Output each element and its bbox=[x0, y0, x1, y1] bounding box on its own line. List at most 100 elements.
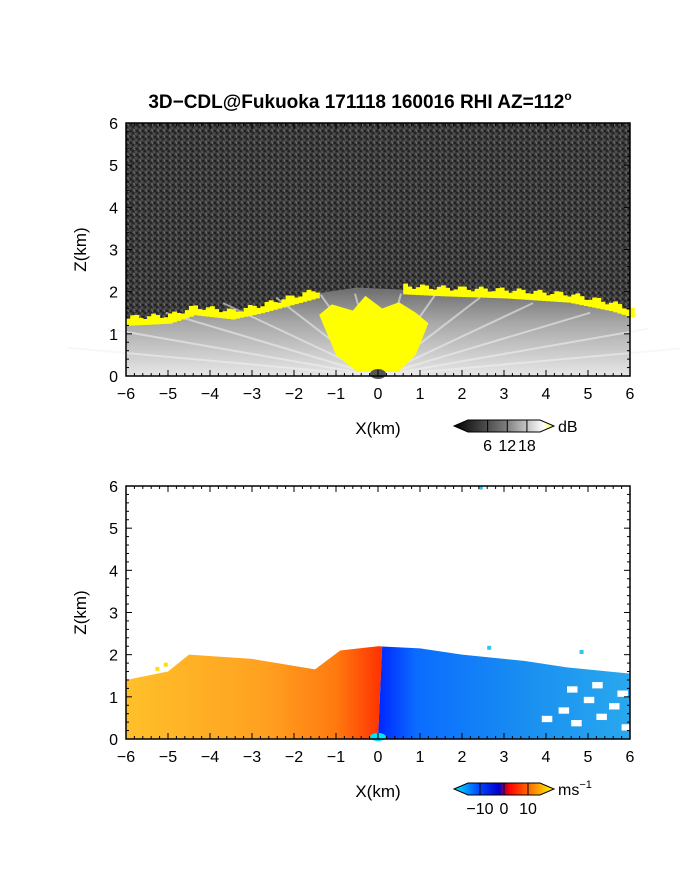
y-tick-label: 1 bbox=[109, 327, 118, 344]
cloud-base-saturation bbox=[159, 317, 165, 325]
reflectivity-colorbar-ticks: 6 12 18 bbox=[483, 420, 536, 455]
colorbar-tick-label: 12 bbox=[498, 438, 516, 455]
cloud-base-saturation bbox=[218, 312, 224, 319]
cloud-base-saturation bbox=[600, 301, 606, 310]
x-tick-label: 6 bbox=[626, 386, 635, 403]
velocity-colorbar-unit: ms−1 bbox=[558, 779, 592, 799]
cloud-base-saturation bbox=[483, 288, 488, 298]
cloud-base-saturation bbox=[554, 291, 560, 302]
cloud-base-saturation bbox=[575, 293, 581, 305]
cloud-base-saturation bbox=[163, 317, 169, 324]
cloud-base-saturation bbox=[428, 288, 434, 296]
x-tick-label: −1 bbox=[327, 386, 345, 403]
x-tick-label: −6 bbox=[117, 749, 135, 766]
x-tick-label: −5 bbox=[159, 749, 177, 766]
cloud-base-saturation bbox=[302, 292, 308, 302]
cloud-base-saturation bbox=[541, 292, 547, 301]
velocity-negative-region bbox=[378, 646, 630, 739]
y-tick-label: 2 bbox=[109, 648, 118, 665]
velocity-data-gap bbox=[571, 720, 582, 727]
y-tick-label: 5 bbox=[109, 521, 118, 538]
cloud-base-saturation bbox=[508, 292, 513, 299]
x-tick-label: 2 bbox=[458, 749, 467, 766]
y-tick-label: 4 bbox=[109, 563, 118, 580]
reflectivity-axes: −6 −5 −4 −3 −2 −1 0 1 2 3 4 5 6 0 1 2 3 4 5 6 bbox=[109, 116, 634, 403]
cloud-base-saturation bbox=[264, 301, 270, 313]
cloud-base-saturation bbox=[516, 288, 522, 300]
echo-streak bbox=[107, 327, 379, 377]
cloud-base-saturation bbox=[571, 294, 576, 304]
cloud-base-saturation bbox=[424, 285, 429, 296]
reflectivity-colorbar-scale bbox=[452, 419, 556, 433]
reflectivity-colorbar: dB 6 12 18 bbox=[452, 419, 578, 455]
x-tick-label: 3 bbox=[500, 386, 509, 403]
cloud-base-saturation bbox=[420, 284, 425, 296]
velocity-isolated-pixel bbox=[163, 662, 168, 667]
cloud-base-saturation bbox=[130, 315, 135, 326]
velocity-colorbar: ms−1 −10 0 10 bbox=[452, 779, 592, 818]
cloud-base-saturation bbox=[243, 307, 249, 317]
cloud-base-saturation bbox=[310, 291, 316, 300]
x-tick-label: −4 bbox=[201, 749, 219, 766]
cloud-base-saturation bbox=[294, 297, 299, 305]
echo-streak bbox=[377, 311, 591, 377]
cloud-base-saturation bbox=[134, 314, 140, 326]
cloud-base-saturation bbox=[289, 295, 295, 306]
x-tick-label: −1 bbox=[327, 749, 345, 766]
cloud-base-saturation bbox=[180, 313, 186, 320]
x-tick-label: −2 bbox=[285, 386, 303, 403]
cloud-base-saturation bbox=[550, 294, 555, 302]
cloud-base-saturation bbox=[474, 288, 480, 298]
cloud-base-saturation bbox=[222, 311, 228, 319]
cloud-base-saturation bbox=[184, 310, 190, 319]
cloud-base-saturation bbox=[592, 297, 597, 308]
cloud-base-saturation bbox=[197, 309, 203, 316]
cloud-base-saturation bbox=[609, 302, 614, 312]
cloud-base-saturation bbox=[487, 291, 492, 298]
velocity-positive-region bbox=[126, 646, 383, 739]
x-tick-label: −4 bbox=[201, 386, 219, 403]
cloud-base-saturation bbox=[466, 289, 471, 298]
x-tick-label: 3 bbox=[500, 749, 509, 766]
cloud-base-saturation bbox=[525, 293, 530, 300]
colorbar-tick-label: −10 bbox=[466, 801, 493, 818]
x-tick-label: 6 bbox=[626, 749, 635, 766]
cloud-base-saturation bbox=[247, 304, 253, 316]
cloud-base-saturation bbox=[252, 305, 257, 315]
cloud-base-saturation bbox=[462, 286, 467, 298]
cloud-base-saturation bbox=[281, 299, 287, 308]
cloud-base-saturation bbox=[436, 286, 442, 297]
cloud-base-saturation bbox=[449, 290, 455, 297]
cloud-base-saturation bbox=[168, 313, 173, 324]
reflectivity-saturated-regions bbox=[126, 283, 635, 379]
velocity-data-gap bbox=[558, 707, 570, 714]
cloud-base-saturation bbox=[142, 318, 148, 325]
cloud-base-saturation bbox=[432, 289, 438, 296]
cloud-base-saturation bbox=[273, 302, 278, 310]
cloud-base-saturation bbox=[407, 286, 413, 295]
cloud-base-saturation bbox=[298, 296, 303, 303]
velocity-data-gap bbox=[583, 696, 595, 704]
x-tick-label: 4 bbox=[542, 749, 551, 766]
cloud-base-saturation bbox=[231, 309, 236, 320]
cloud-base-saturation bbox=[147, 316, 152, 325]
cloud-base-saturation bbox=[567, 296, 572, 303]
velocity-isolated-pixel bbox=[155, 666, 160, 671]
colorbar-tick-label: 18 bbox=[518, 438, 536, 455]
cloud-base-saturation bbox=[491, 291, 497, 298]
cloud-base-saturation bbox=[210, 306, 215, 318]
x-tick-label: −6 bbox=[117, 386, 135, 403]
reflectivity-x-axis-label: X(km) bbox=[355, 419, 400, 438]
cloud-base-saturation bbox=[537, 289, 543, 301]
velocity-data-gap bbox=[621, 724, 633, 731]
y-tick-label: 1 bbox=[109, 690, 118, 707]
cloud-base-saturation bbox=[285, 295, 291, 307]
cloud-base-saturation bbox=[441, 285, 446, 297]
cloud-base-saturation bbox=[201, 309, 207, 317]
cloud-base-saturation bbox=[604, 304, 610, 311]
cloud-base-saturation bbox=[520, 289, 526, 300]
cloud-base-saturation bbox=[499, 287, 505, 299]
y-tick-label: 0 bbox=[109, 369, 118, 386]
